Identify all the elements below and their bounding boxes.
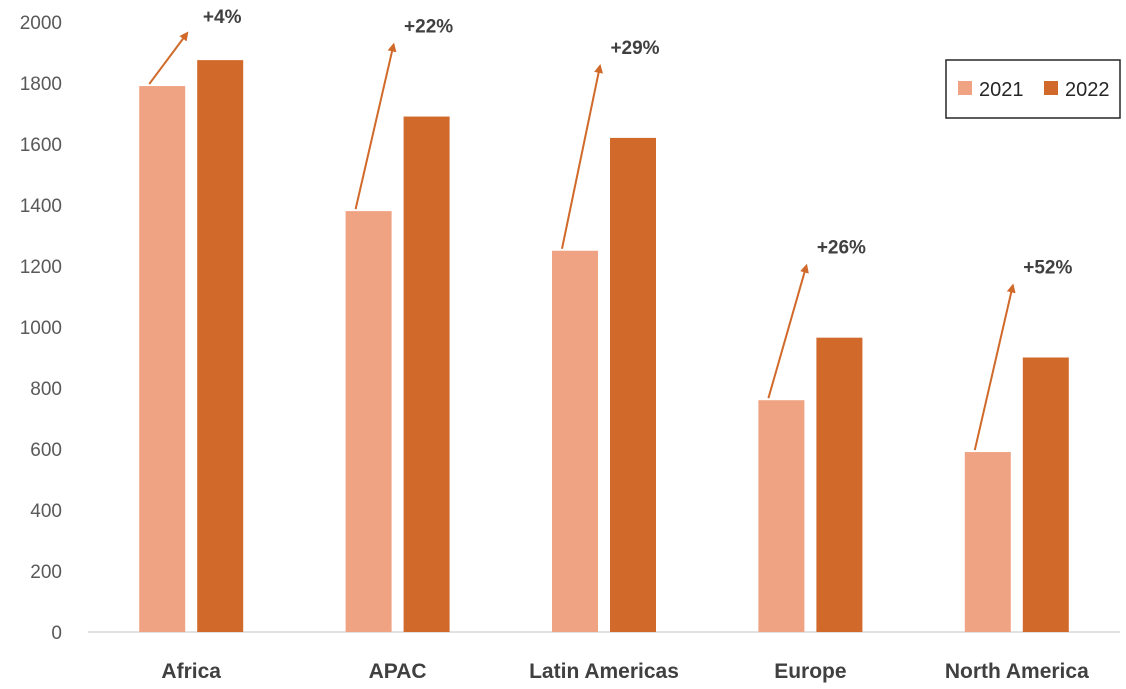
bars — [139, 60, 1069, 633]
growth-label: +22% — [404, 17, 453, 38]
growth-arrow — [973, 283, 1016, 451]
y-tick-label: 0 — [51, 623, 62, 644]
y-tick-label: 2000 — [20, 13, 62, 34]
bar-2022-europe — [816, 337, 863, 632]
bar-2021-africa — [139, 86, 186, 633]
bar-2021-apac — [345, 211, 392, 632]
y-tick-label: 1800 — [20, 74, 62, 95]
y-tick-label: 800 — [30, 379, 62, 400]
y-tick-label: 1600 — [20, 135, 62, 156]
bar-2022-apac — [403, 116, 450, 633]
x-tick-label: North America — [945, 660, 1089, 683]
growth-label: +4% — [203, 7, 242, 28]
y-axis: 0 200 400 600 800 1000 1200 1400 1600 1800 2000 — [20, 13, 62, 644]
x-tick-label: Europe — [774, 660, 846, 683]
growth-arrow — [767, 263, 809, 399]
growth-labels: +4% +22% +29% +26% +52% — [203, 7, 1073, 278]
x-tick-label: Latin Americas — [529, 660, 679, 683]
y-tick-label: 400 — [30, 501, 62, 522]
bar-2021-latin-americas — [552, 250, 598, 632]
y-tick-label: 1000 — [20, 318, 62, 339]
legend-box — [945, 59, 1121, 119]
legend-swatch-2021 — [958, 81, 972, 95]
growth-label: +29% — [610, 38, 659, 59]
y-tick-label: 600 — [30, 440, 62, 461]
bar-2022-africa — [197, 60, 244, 632]
bar-2022-latin-americas — [610, 137, 656, 632]
y-tick-label: 1400 — [20, 196, 62, 217]
bar-2021-europe — [758, 400, 805, 632]
x-axis: Africa APAC Latin Americas Europe North Amer… — [88, 631, 1120, 683]
growth-arrow — [354, 42, 397, 210]
growth-arrow — [148, 31, 189, 85]
legend-label-2022: 2022 — [1065, 79, 1110, 101]
growth-arrows — [148, 31, 1016, 451]
x-tick-label: APAC — [369, 660, 427, 683]
y-tick-label: 200 — [30, 562, 62, 583]
legend-label-2021: 2021 — [979, 79, 1024, 101]
legend: 2021 2022 — [945, 59, 1121, 119]
x-tick-label: Africa — [161, 660, 221, 683]
bar-2021-north-america — [964, 452, 1011, 632]
y-tick-label: 1200 — [20, 257, 62, 278]
growth-arrow — [561, 63, 603, 249]
legend-swatch-2022 — [1044, 81, 1058, 95]
growth-label: +26% — [817, 238, 866, 259]
bar-2022-north-america — [1022, 357, 1069, 632]
growth-label: +52% — [1023, 258, 1072, 279]
